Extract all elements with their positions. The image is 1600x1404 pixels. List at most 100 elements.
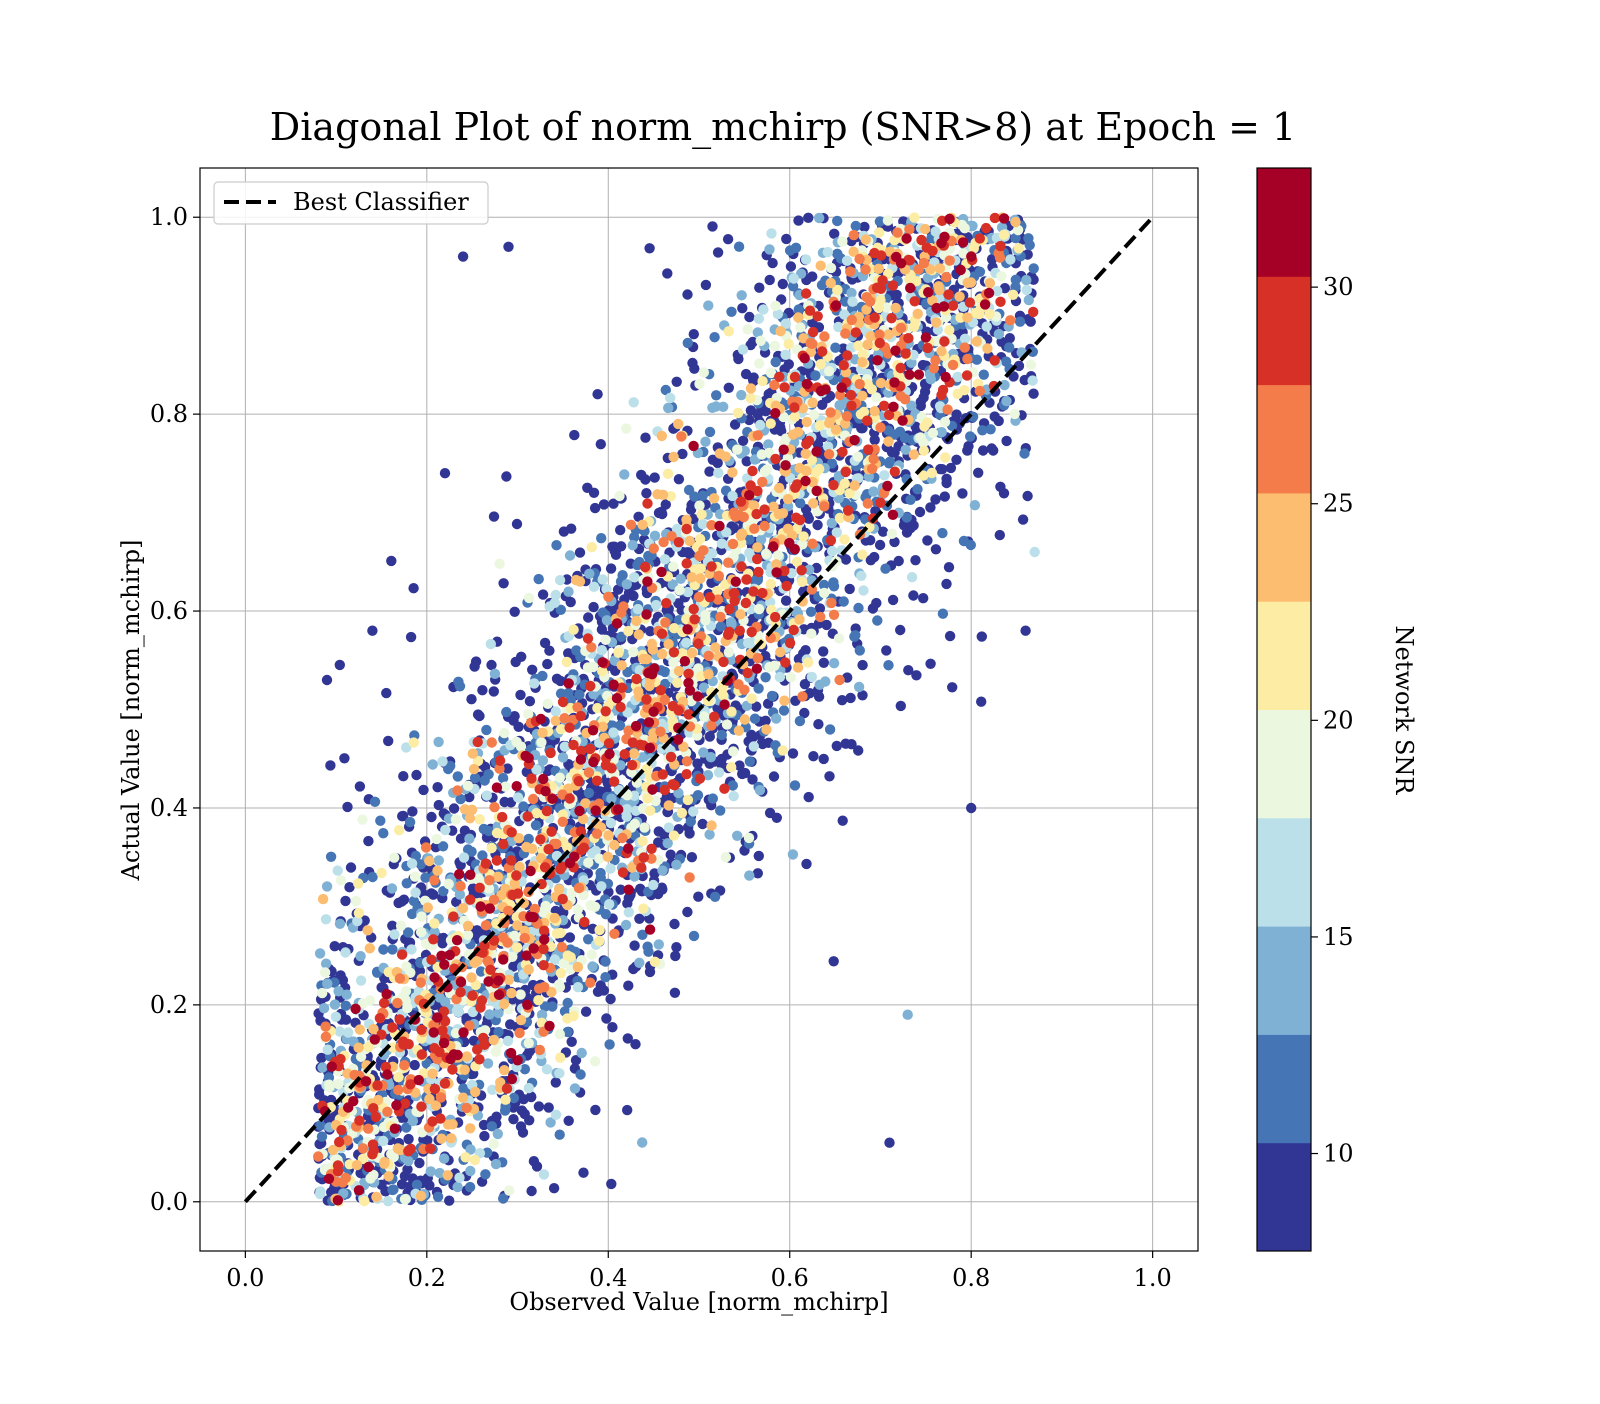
- scatter-point: [817, 400, 827, 410]
- scatter-point: [660, 617, 670, 627]
- scatter-point: [957, 488, 967, 498]
- scatter-point: [383, 1196, 393, 1206]
- scatter-point: [589, 488, 599, 498]
- scatter-point: [437, 756, 447, 766]
- scatter-point: [713, 468, 723, 478]
- scatter-point: [914, 264, 924, 274]
- scatter-point: [755, 420, 765, 430]
- scatter-point: [802, 417, 812, 427]
- scatter-point: [492, 855, 502, 865]
- scatter-point: [576, 711, 586, 721]
- scatter-point: [770, 301, 780, 311]
- scatter-point: [340, 896, 350, 906]
- scatter-point: [999, 380, 1009, 390]
- scatter-point: [389, 929, 399, 939]
- scatter-point: [730, 512, 740, 522]
- scatter-point: [506, 855, 516, 865]
- scatter-point: [463, 781, 473, 791]
- scatter-point: [737, 290, 747, 300]
- scatter-point: [516, 1015, 526, 1025]
- scatter-point: [594, 936, 604, 946]
- scatter-point: [634, 958, 644, 968]
- scatter-point: [661, 598, 671, 608]
- scatter-point: [669, 830, 679, 840]
- scatter-point: [397, 949, 407, 959]
- scatter-point: [673, 419, 683, 429]
- scatter-point: [511, 870, 521, 880]
- scatter-point: [786, 261, 796, 271]
- scatter-point: [379, 1159, 389, 1169]
- scatter-point: [504, 975, 514, 985]
- scatter-point: [335, 919, 345, 929]
- scatter-point: [356, 975, 366, 985]
- scatter-point: [769, 661, 779, 671]
- scatter-point: [640, 433, 650, 443]
- scatter-point: [432, 866, 442, 876]
- scatter-point: [674, 705, 684, 715]
- scatter-point: [558, 752, 568, 762]
- scatter-point: [774, 372, 784, 382]
- scatter-point: [754, 604, 764, 614]
- scatter-point: [694, 500, 704, 510]
- scatter-point: [928, 428, 938, 438]
- scatter-point: [453, 1007, 463, 1017]
- scatter-point: [1005, 315, 1015, 325]
- scatter-point: [387, 883, 397, 893]
- scatter-point: [512, 942, 522, 952]
- scatter-point: [778, 508, 788, 518]
- scatter-point: [863, 444, 873, 454]
- scatter-point: [718, 657, 728, 667]
- scatter-point: [638, 903, 648, 913]
- scatter-point: [403, 1134, 413, 1144]
- scatter-point: [794, 614, 804, 624]
- scatter-point: [607, 1022, 617, 1032]
- scatter-point: [370, 797, 380, 807]
- scatter-point: [410, 1060, 420, 1070]
- scatter-point: [508, 890, 518, 900]
- scatter-point: [587, 961, 597, 971]
- scatter-point: [524, 593, 534, 603]
- scatter-point: [824, 449, 834, 459]
- scatter-point: [657, 649, 667, 659]
- scatter-point: [339, 753, 349, 763]
- scatter-point: [596, 881, 606, 891]
- scatter-point: [853, 452, 863, 462]
- scatter-point: [930, 226, 940, 236]
- scatter-point: [979, 370, 989, 380]
- scatter-point: [919, 446, 929, 456]
- scatter-point: [808, 498, 818, 508]
- scatter-point: [699, 711, 709, 721]
- scatter-point: [970, 500, 980, 510]
- scatter-point: [663, 469, 673, 479]
- scatter-point: [758, 304, 768, 314]
- scatter-point: [781, 596, 791, 606]
- scatter-point: [465, 1182, 475, 1192]
- scatter-point: [551, 1110, 561, 1120]
- scatter-point: [761, 724, 771, 734]
- scatter-point: [853, 603, 863, 613]
- scatter-point: [489, 802, 499, 812]
- scatter-point: [975, 386, 985, 396]
- scatter-point: [715, 612, 725, 622]
- scatter-point: [857, 550, 867, 560]
- scatter-point: [542, 659, 552, 669]
- scatter-point: [990, 411, 1000, 421]
- scatter-point: [560, 742, 570, 752]
- scatter-point: [755, 785, 765, 795]
- scatter-point: [483, 769, 493, 779]
- scatter-point: [494, 559, 504, 569]
- scatter-point: [523, 811, 533, 821]
- scatter-point: [523, 709, 533, 719]
- scatter-point: [573, 962, 583, 972]
- scatter-point: [715, 805, 725, 815]
- scatter-point: [427, 1069, 437, 1079]
- scatter-point: [687, 648, 697, 658]
- scatter-point: [516, 652, 526, 662]
- scatter-point: [404, 1039, 414, 1049]
- scatter-point: [624, 907, 634, 917]
- scatter-point: [461, 1103, 471, 1113]
- scatter-point: [824, 771, 834, 781]
- scatter-point: [951, 455, 961, 465]
- scatter-point: [634, 629, 644, 639]
- scatter-point: [754, 314, 764, 324]
